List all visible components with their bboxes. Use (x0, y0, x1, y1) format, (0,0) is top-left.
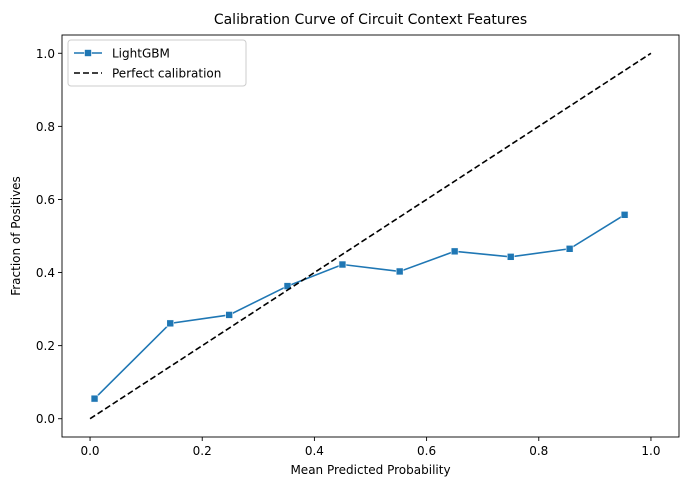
x-tick-label: 0.6 (417, 444, 436, 458)
legend-label: Perfect calibration (112, 67, 221, 81)
x-tick-label: 0.0 (80, 444, 99, 458)
plot-area-frame (61, 34, 680, 438)
legend-marker (84, 49, 92, 57)
lightgbm-data-point (620, 211, 629, 219)
perfect-calibration-line (89, 52, 652, 420)
x-tick-label: 0.4 (305, 444, 324, 458)
y-tick-label: 0.2 (36, 339, 55, 353)
chart-title: Calibration Curve of Circuit Context Fea… (214, 12, 527, 28)
lightgbm-data-point (506, 253, 515, 261)
legend-label: LightGBM (112, 47, 170, 61)
x-axis-label: Mean Predicted Probability (290, 463, 450, 477)
y-tick-label: 0.8 (36, 120, 55, 134)
y-tick-label: 1.0 (36, 47, 55, 61)
y-tick-label: 0.6 (36, 193, 55, 207)
x-tick-label: 0.8 (529, 444, 548, 458)
lightgbm-data-point (166, 319, 175, 328)
y-tick-label: 0.0 (36, 412, 55, 426)
y-tick-label: 0.4 (36, 266, 55, 280)
lightgbm-data-point (450, 247, 459, 256)
lightgbm-data-point (338, 260, 347, 269)
x-tick-label: 0.2 (193, 444, 212, 458)
lightgbm-data-point (565, 244, 574, 253)
lightgbm-series-line (93, 214, 626, 400)
x-tick-label: 1.0 (641, 444, 660, 458)
lightgbm-data-point (225, 311, 233, 319)
legend-box (67, 39, 247, 87)
lightgbm-data-point (395, 267, 404, 276)
lightgbm-data-point (90, 394, 99, 403)
y-axis-label: Fraction of Positives (9, 176, 23, 296)
